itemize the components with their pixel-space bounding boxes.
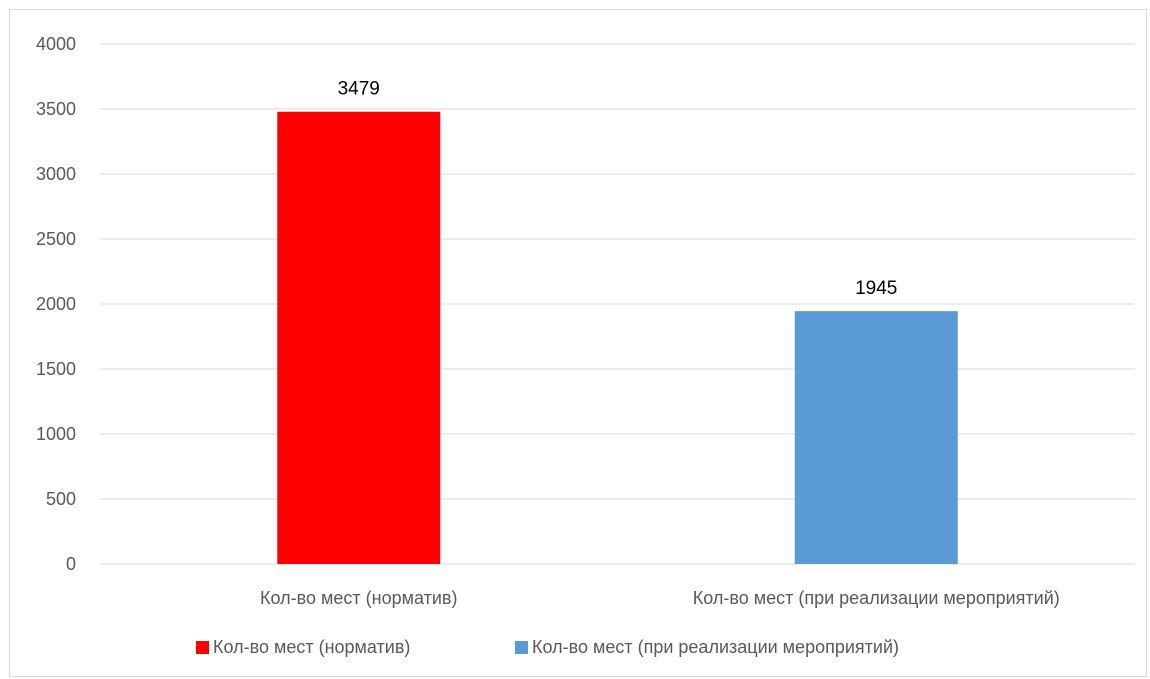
- legend-swatch: [196, 641, 209, 654]
- x-category-label: Кол-во мест (норматив): [260, 588, 457, 608]
- data-labels: 3479 1945: [338, 79, 898, 299]
- bar-1: [277, 111, 441, 564]
- legend-swatch: [515, 641, 528, 654]
- y-tick-label: 0: [66, 554, 76, 574]
- x-axis-category-labels: Кол-во мест (норматив) Кол-во мест (при р…: [260, 588, 1060, 608]
- bar-2: [794, 311, 958, 564]
- bars: [277, 111, 958, 564]
- y-tick-label: 1500: [36, 359, 76, 379]
- legend: Кол-во мест (норматив) Кол-во мест (при р…: [196, 637, 899, 657]
- y-axis-tick-labels: 0 500 1000 1500 2000 2500 3000 3500 4000: [36, 34, 76, 574]
- y-tick-label: 4000: [36, 34, 76, 54]
- y-tick-label: 2500: [36, 229, 76, 249]
- gridlines: [100, 43, 1135, 565]
- data-label: 3479: [338, 79, 380, 100]
- y-tick-label: 1000: [36, 424, 76, 444]
- y-tick-label: 500: [46, 489, 76, 509]
- data-label: 1945: [855, 278, 897, 299]
- legend-label: Кол-во мест (при реализации мероприятий): [532, 637, 899, 657]
- y-tick-label: 2000: [36, 294, 76, 314]
- y-tick-label: 3000: [36, 164, 76, 184]
- legend-label: Кол-во мест (норматив): [213, 637, 410, 657]
- y-tick-label: 3500: [36, 99, 76, 119]
- x-category-label: Кол-во мест (при реализации мероприятий): [693, 588, 1060, 608]
